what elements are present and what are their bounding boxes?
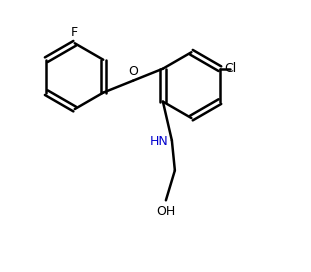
Text: F: F	[71, 26, 78, 39]
Text: Cl: Cl	[224, 62, 237, 75]
Text: HN: HN	[150, 135, 169, 149]
Text: OH: OH	[156, 205, 175, 218]
Text: O: O	[128, 65, 138, 78]
